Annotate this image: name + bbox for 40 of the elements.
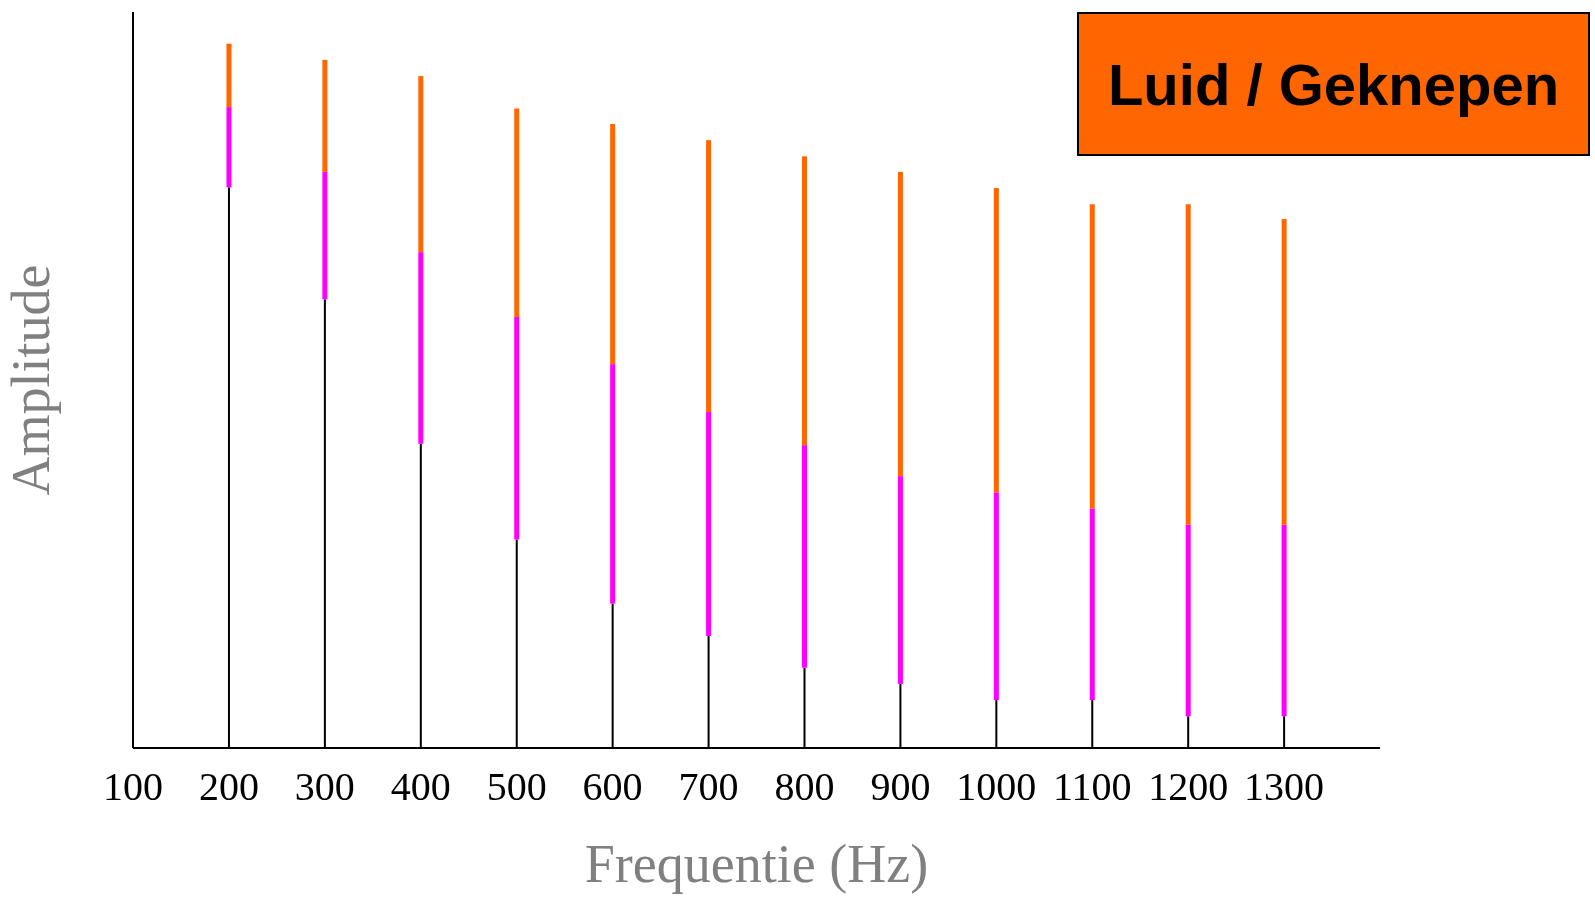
bar <box>1281 219 1287 525</box>
chart-title: Luid / Geknepen <box>1077 12 1590 156</box>
bar <box>610 364 616 604</box>
bar <box>418 252 424 444</box>
x-tick-label: 300 <box>294 764 355 810</box>
bar <box>802 156 807 446</box>
x-tick-label: 1300 <box>1244 764 1325 810</box>
x-tick-label: 200 <box>198 764 259 810</box>
x-tick-label: 800 <box>774 764 835 810</box>
x-tick-label: 400 <box>390 764 451 810</box>
bar <box>514 108 520 317</box>
y-axis-title: Amplitude <box>1 264 62 496</box>
bar <box>322 59 328 172</box>
bar <box>1089 508 1095 701</box>
x-tick-label: 100 <box>103 764 163 810</box>
bar <box>802 445 807 668</box>
bar <box>322 171 328 300</box>
bar <box>514 316 520 540</box>
bar <box>706 412 712 637</box>
bar <box>418 76 424 253</box>
bar <box>1185 204 1191 525</box>
bar <box>1281 524 1287 717</box>
bar <box>706 140 712 413</box>
bar <box>897 171 903 477</box>
x-tick-label: 600 <box>582 764 643 810</box>
x-tick-label: 700 <box>678 764 739 810</box>
bar <box>897 476 903 684</box>
x-tick-label: 1000 <box>956 764 1037 810</box>
x-tick-label: 1200 <box>1148 764 1229 810</box>
bar <box>993 492 999 701</box>
x-tick-label: 1100 <box>1052 764 1132 810</box>
bar <box>226 43 232 108</box>
bar <box>610 123 616 365</box>
x-tick-label: 900 <box>870 764 931 810</box>
x-axis-title: Frequentie (Hz) <box>584 834 929 894</box>
bar <box>1089 204 1095 509</box>
x-tick-label: 500 <box>486 764 547 810</box>
bar <box>226 107 232 188</box>
bar <box>1185 524 1191 717</box>
bar <box>993 188 999 493</box>
